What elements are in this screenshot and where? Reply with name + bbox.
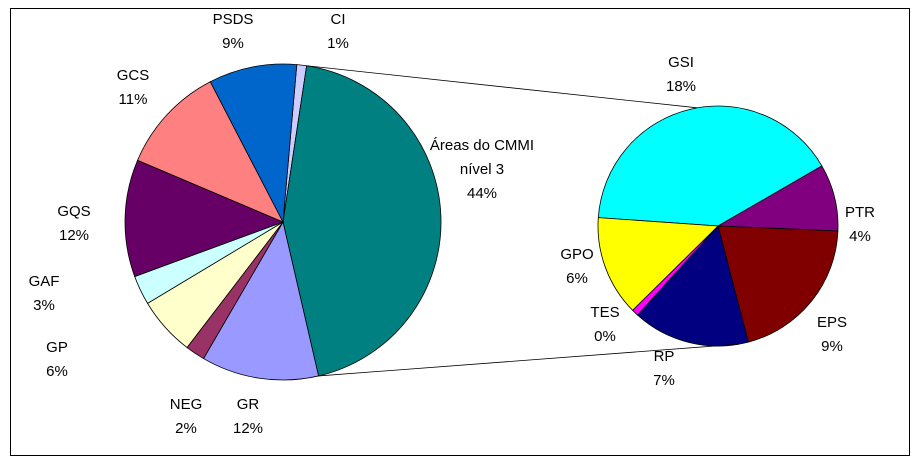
pie-slice xyxy=(717,225,839,343)
pie-slice xyxy=(282,65,442,377)
slice-percent: 6% xyxy=(46,363,68,380)
slice-percent: 44% xyxy=(466,185,498,202)
slice-label: GR 12% xyxy=(208,393,288,441)
slice-percent: 9% xyxy=(222,35,244,52)
connector-line xyxy=(306,65,698,109)
slice-percent: 2% xyxy=(175,420,197,437)
slice-name: Áreas do CMMI nível 3 xyxy=(429,137,535,178)
slice-percent: 9% xyxy=(821,338,843,355)
pie-slice xyxy=(202,220,320,381)
slice-label: GQS 12% xyxy=(34,200,114,248)
slice-label: GAF 3% xyxy=(4,270,84,318)
slice-name: GP xyxy=(46,339,68,356)
slice-label: GSI 18% xyxy=(651,51,711,99)
slice-label: TES 0% xyxy=(575,301,635,349)
pie-slice xyxy=(597,217,719,311)
slice-label: CI 1% xyxy=(298,8,378,56)
pie-slice xyxy=(124,159,285,278)
slice-label: EPS 9% xyxy=(802,311,862,359)
slice-percent: 6% xyxy=(566,270,588,287)
pie-slice xyxy=(597,105,823,227)
slice-name: PTR xyxy=(845,204,875,221)
pie-slice xyxy=(636,225,749,347)
slice-label: GP 6% xyxy=(17,336,97,384)
slice-name: GQS xyxy=(57,203,91,220)
slice-name: PSDS xyxy=(212,11,254,28)
chart-frame xyxy=(10,8,910,456)
slice-label: RP 7% xyxy=(634,345,694,393)
slice-label: PTR 4% xyxy=(830,201,890,249)
slice-name: GPO xyxy=(560,246,594,263)
slice-name: GR xyxy=(236,396,260,413)
slice-percent: 18% xyxy=(665,78,697,95)
pie-slice xyxy=(137,81,284,223)
connector-line xyxy=(318,343,739,377)
slice-name: CI xyxy=(330,11,346,28)
slice-name: GAF xyxy=(28,273,60,290)
slice-name: RP xyxy=(653,348,675,365)
slice-name: GSI xyxy=(668,54,694,71)
slice-label: Áreas do CMMI nível 3 44% xyxy=(412,134,552,206)
slice-name: EPS xyxy=(816,314,847,331)
slice-label: NEG 2% xyxy=(146,393,226,441)
slice-name: NEG xyxy=(169,396,203,413)
slice-percent: 4% xyxy=(849,228,871,245)
slice-label: PSDS 9% xyxy=(193,8,273,56)
slice-percent: 12% xyxy=(58,227,90,244)
slice-percent: 1% xyxy=(327,35,349,52)
pie-slice xyxy=(209,63,298,224)
slice-percent: 7% xyxy=(653,372,675,389)
slice-label: GCS 11% xyxy=(93,64,173,112)
slice-percent: 0% xyxy=(594,328,616,345)
slice-label: GPO 6% xyxy=(547,243,607,291)
slice-percent: 11% xyxy=(118,91,148,108)
slice-percent: 3% xyxy=(33,297,55,314)
slice-name: GCS xyxy=(116,67,150,84)
slice-percent: 12% xyxy=(232,420,264,437)
slice-name: TES xyxy=(590,304,620,321)
